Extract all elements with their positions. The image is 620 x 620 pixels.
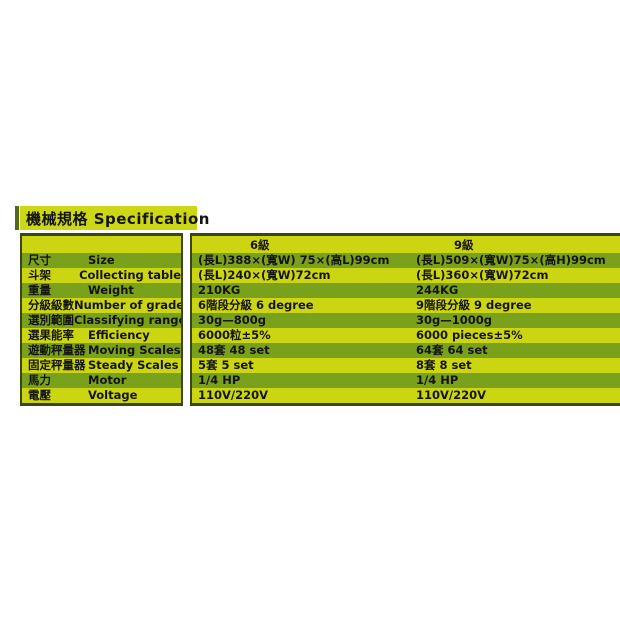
row-label-en: Classifying range	[74, 313, 181, 327]
table-row: 斗架 Collecting table	[22, 268, 181, 283]
table-row: 遊動秤量器 Moving Scales	[22, 343, 181, 358]
value-6-grade: 48套 48 set	[198, 343, 270, 357]
value-6-grade: 110V/220V	[198, 388, 269, 402]
value-6-grade: 5套 5 set	[198, 358, 254, 372]
value-9-grade: 9階段分級 9 degree	[416, 298, 532, 312]
value-9-grade: 244KG	[416, 283, 459, 297]
table-row: 分級級數 Number of grades	[22, 298, 181, 313]
value-9-grade: 30g—1000g	[416, 313, 492, 327]
table-row: 固定秤量器 Steady Scales	[22, 358, 181, 373]
row-label-cn: 馬力	[28, 373, 51, 387]
row-label-cn: 電壓	[28, 388, 51, 402]
value-9-grade: 1/4 HP	[416, 373, 459, 387]
value-6-grade: 1/4 HP	[198, 373, 241, 387]
value-6-grade: 6000粒±5%	[198, 328, 271, 342]
row-label-en: Size	[88, 253, 115, 267]
table-row: 30g—800g 30g—1000g	[192, 313, 620, 328]
value-6-grade: 6階段分級 6 degree	[198, 298, 314, 312]
section-title: 機械規格 Specification	[15, 206, 209, 230]
table-row: 6階段分級 6 degree 9階段分級 9 degree	[192, 298, 620, 313]
table-row: 1/4 HP 1/4 HP	[192, 373, 620, 388]
table-row: 馬力 Motor	[22, 373, 181, 388]
col-header-9-grade: 9級	[454, 237, 474, 252]
row-label-cn: 選別範圍	[28, 313, 74, 327]
value-6-grade: 30g—800g	[198, 313, 266, 327]
table-row: 重量 Weight	[22, 283, 181, 298]
value-9-grade: 110V/220V	[416, 388, 487, 402]
value-6-grade: 210KG	[198, 283, 241, 297]
table-row: 選果能率 Efficiency	[22, 328, 181, 343]
values-column-block: 6級 9級 (長L)388×(寬W) 75×(高L)99cm (長L)509×(寬…	[190, 233, 620, 406]
table-row: 選別範圍 Classifying range	[22, 313, 181, 328]
table-row: (長L)240×(寬W)72cm (長L)360×(寬W)72cm	[192, 268, 620, 283]
row-label-cn: 分級級數	[28, 298, 74, 312]
value-9-grade: (長L)509×(寬W)75×(高H)99cm	[416, 253, 606, 267]
row-label-en: Steady Scales	[88, 358, 179, 372]
page-title: 機械規格 Specification	[20, 206, 209, 230]
label-column-block: 尺寸 Size 斗架 Collecting table 重量 Weight 分級級數 N…	[20, 233, 183, 406]
row-label-en: Number of grades	[74, 298, 181, 312]
row-label-en: Efficiency	[88, 328, 150, 342]
column-headers: 6級 9級	[192, 236, 620, 253]
specification-table: 尺寸 Size 斗架 Collecting table 重量 Weight 分級級數 N…	[20, 233, 620, 406]
row-label-cn: 固定秤量器	[28, 358, 86, 372]
value-9-grade: (長L)360×(寬W)72cm	[416, 268, 549, 282]
row-label-en: Collecting table	[79, 268, 181, 282]
table-row: 6000粒±5% 6000 pieces±5%	[192, 328, 620, 343]
table-row: 48套 48 set 64套 64 set	[192, 343, 620, 358]
title-accent-bar	[15, 206, 19, 230]
row-label-en: Weight	[88, 283, 134, 297]
table-row: 210KG 244KG	[192, 283, 620, 298]
value-9-grade: 64套 64 set	[416, 343, 488, 357]
row-label-cn: 遊動秤量器	[28, 343, 86, 357]
value-9-grade: 6000 pieces±5%	[416, 328, 523, 342]
row-label-en: Moving Scales	[88, 343, 181, 357]
row-label-en: Motor	[88, 373, 127, 387]
table-row: 110V/220V 110V/220V	[192, 388, 620, 403]
value-6-grade: (長L)388×(寬W) 75×(高L)99cm	[198, 253, 390, 267]
table-row: (長L)388×(寬W) 75×(高L)99cm (長L)509×(寬W)75×(…	[192, 253, 620, 268]
row-label-cn: 斗架	[28, 268, 51, 282]
row-label-cn: 尺寸	[28, 253, 51, 267]
table-row: 尺寸 Size	[22, 253, 181, 268]
col-header-6-grade: 6級	[250, 237, 270, 252]
label-header-spacer	[22, 236, 181, 253]
row-label-cn: 選果能率	[28, 328, 74, 342]
value-9-grade: 8套 8 set	[416, 358, 472, 372]
table-row: 5套 5 set 8套 8 set	[192, 358, 620, 373]
row-label-en: Voltage	[88, 388, 138, 402]
row-label-cn: 重量	[28, 283, 51, 297]
table-row: 電壓 Voltage	[22, 388, 181, 403]
value-6-grade: (長L)240×(寬W)72cm	[198, 268, 331, 282]
